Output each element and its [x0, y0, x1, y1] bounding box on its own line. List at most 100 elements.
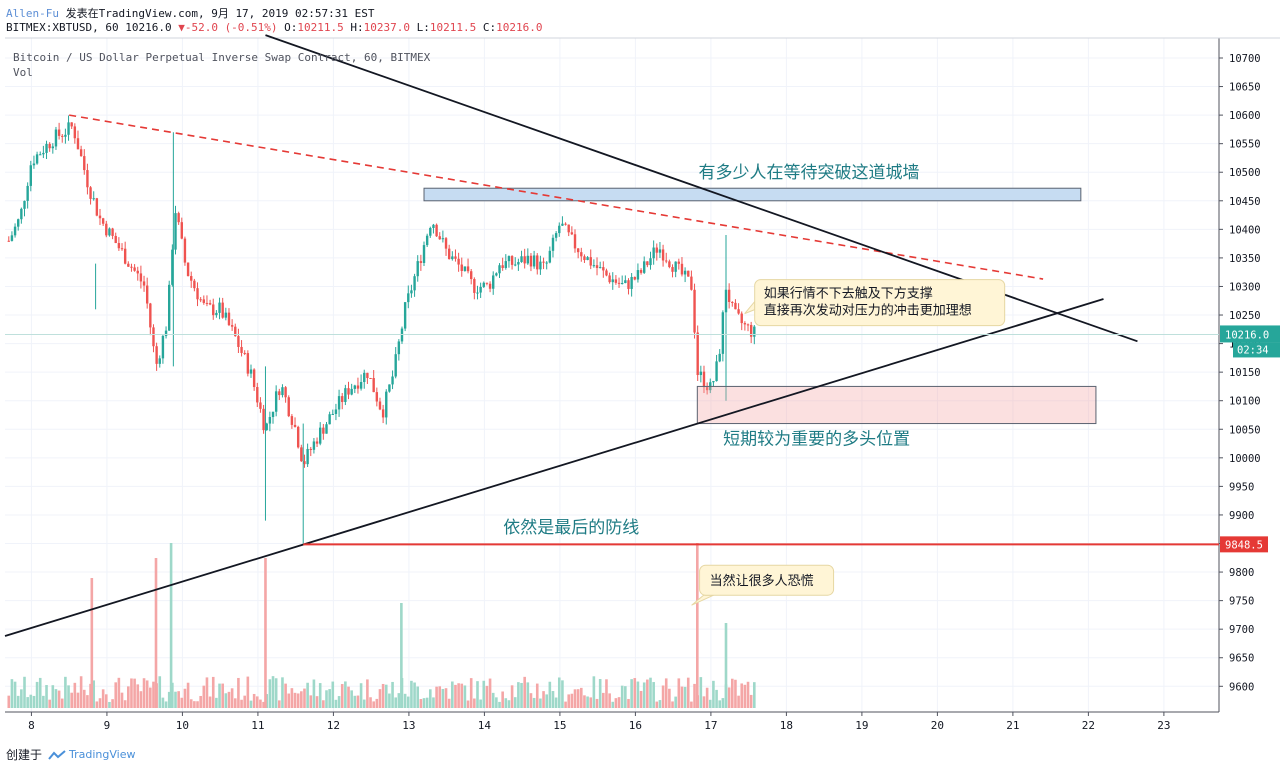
volume-bar — [749, 694, 753, 708]
candle-body — [385, 391, 388, 418]
candle-body — [42, 152, 45, 155]
volume-bar — [60, 698, 64, 708]
y-tick-label: 10150 — [1229, 367, 1261, 379]
volume-bar — [293, 692, 297, 708]
countdown-label: 02:34 — [1237, 344, 1269, 356]
x-tick-label: 15 — [553, 719, 566, 732]
volume-bar — [290, 688, 294, 708]
candle-body — [696, 332, 699, 376]
volume-bar — [98, 698, 102, 708]
volume-bar — [466, 700, 470, 708]
volume-bar — [255, 696, 259, 708]
candle-body — [48, 143, 51, 149]
volume-bar — [237, 677, 240, 708]
volume-bar — [133, 678, 136, 708]
candle-body — [183, 238, 187, 263]
volume-bar — [337, 696, 341, 708]
candle-body — [646, 261, 649, 266]
candle-body — [325, 424, 328, 434]
y-tick-label: 10350 — [1229, 253, 1261, 265]
volume-bar — [646, 679, 649, 708]
candle-body — [517, 262, 520, 265]
volume-bar — [649, 677, 652, 708]
candle-body — [29, 165, 32, 186]
volume-bar — [636, 681, 640, 708]
volume-bar — [32, 695, 36, 708]
candle-body — [624, 280, 627, 284]
candle-body — [161, 335, 165, 359]
candle-body — [605, 270, 608, 276]
candle-body — [331, 413, 334, 415]
candle-body — [447, 248, 451, 260]
x-tick-label: 17 — [704, 719, 717, 732]
candle-body — [114, 235, 117, 244]
candle-body — [743, 323, 747, 325]
candle-body — [485, 282, 489, 284]
candle-body — [482, 282, 485, 287]
candle-body — [466, 266, 470, 272]
candle-body — [274, 391, 278, 412]
volume-bar — [322, 700, 325, 708]
resistance-zone — [423, 187, 1082, 202]
candle-body — [665, 260, 668, 262]
last-price-tag — [1220, 325, 1280, 343]
candle-body — [111, 228, 114, 236]
volume-bar — [362, 699, 366, 708]
volume-bar — [473, 698, 476, 708]
candle-body — [469, 271, 473, 280]
candle-body — [328, 414, 331, 425]
candle-body — [378, 401, 382, 410]
candle-body — [353, 385, 357, 389]
volume-bar — [20, 689, 23, 708]
candle-body — [363, 372, 366, 383]
volume-bar — [384, 684, 388, 708]
tradingview-logo[interactable]: TradingView — [48, 748, 135, 761]
candle-body — [133, 267, 136, 271]
volume-bar — [54, 689, 58, 708]
candle-body — [268, 417, 272, 424]
candle-body — [249, 369, 253, 374]
volume-bar — [161, 697, 165, 708]
candle-body — [529, 255, 533, 267]
ohlc-h-label: H: — [350, 21, 364, 34]
volume-bar — [130, 678, 133, 708]
candle-body — [498, 265, 501, 274]
candle-body — [95, 198, 99, 216]
volume-bar — [639, 690, 643, 708]
candle-body — [649, 258, 652, 266]
volume-bar — [388, 693, 391, 708]
volume-bar — [734, 679, 737, 708]
volume-bar — [281, 677, 284, 708]
annotation-resistance: 有多少人在等待突破这道城墙 — [699, 163, 920, 183]
candle-body — [731, 301, 734, 303]
candle-body — [473, 279, 476, 293]
x-tick-label: 22 — [1082, 719, 1095, 732]
y-tick-label: 10400 — [1229, 224, 1261, 236]
candle-body — [142, 281, 146, 286]
volume-bars — [7, 543, 756, 708]
candle-body — [419, 261, 423, 263]
y-tick-label: 10300 — [1229, 281, 1261, 293]
candle-body — [674, 261, 677, 272]
volume-bar — [460, 683, 464, 708]
tradingview-brand: TradingView — [69, 748, 136, 761]
volume-bar — [29, 694, 33, 708]
volume-bar — [564, 701, 567, 708]
volume-bar — [312, 679, 316, 708]
candle-body — [70, 122, 73, 127]
candle-body — [388, 384, 391, 392]
candle-body — [186, 262, 190, 277]
volume-bar — [249, 700, 253, 708]
candle-body — [705, 387, 709, 391]
author-name[interactable]: Allen-Fu — [6, 7, 59, 20]
volume-bar — [70, 692, 73, 708]
candle-body — [54, 129, 58, 147]
candle-body — [83, 156, 86, 171]
volume-bar — [488, 678, 492, 708]
volume-bar — [743, 684, 747, 708]
volume-bar — [699, 677, 703, 708]
volume-bar — [149, 687, 152, 708]
candle-body — [523, 256, 526, 264]
candle-body — [457, 258, 460, 265]
